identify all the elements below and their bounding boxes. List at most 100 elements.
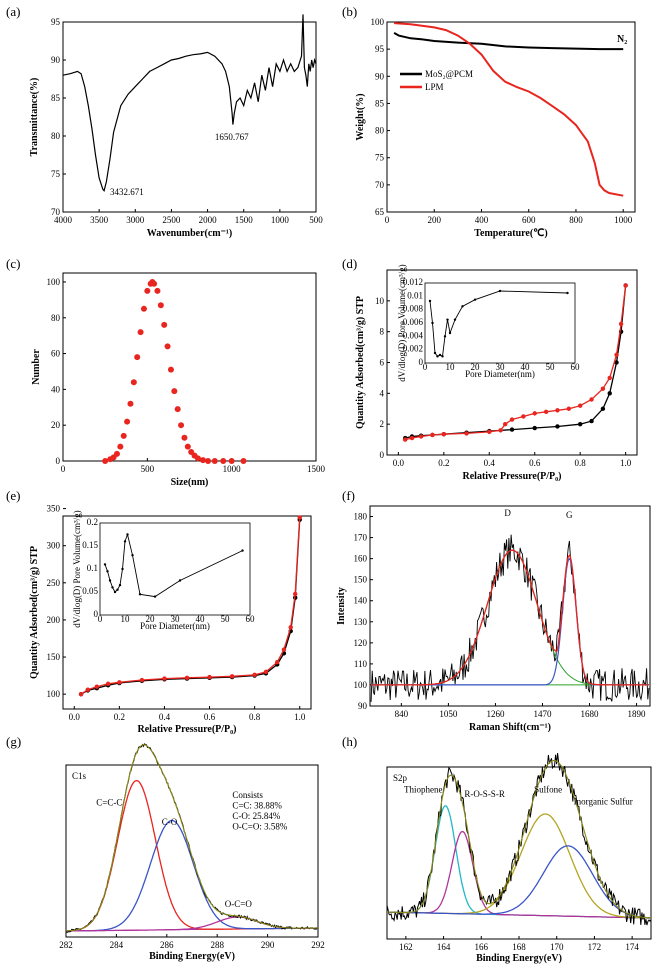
x-axis-label: Relative Pressure(P/P₀) [138, 724, 237, 735]
isotherm-point [600, 386, 606, 391]
x-tick-label: 3500 [90, 215, 109, 225]
x-tick-label: 400 [475, 215, 489, 225]
isotherm-point [555, 408, 560, 413]
y-tick-label: 0 [56, 456, 61, 466]
y-tick-label: 20 [51, 420, 61, 430]
x-tick-label: 1260 [486, 709, 505, 719]
isotherm-point [498, 428, 503, 433]
size-point [205, 458, 212, 464]
peak-label-c-o: C-O [162, 817, 178, 827]
isotherm-point [607, 391, 612, 396]
x-tick-label: 800 [569, 215, 583, 225]
y-tick-label: 250 [47, 578, 61, 588]
isotherm-point [623, 283, 628, 288]
y-tick-label: 90 [375, 71, 385, 81]
xps-peak-fit [66, 819, 318, 932]
isotherm-point [430, 432, 435, 438]
isotherm-point [297, 515, 302, 520]
inset-x-tick-label: 30 [171, 614, 181, 624]
x-tick-label: 1050 [439, 709, 458, 719]
x-tick-label: 164 [437, 942, 451, 952]
inset-point [108, 579, 112, 582]
size-point [137, 329, 144, 336]
inset-x-tick-label: 10 [446, 362, 456, 372]
x-tick-label: 500 [141, 464, 155, 474]
inset-y-tick-label: 0.05 [82, 586, 98, 596]
panel-e: 0.0 0.2 0.4 0.6 0.8 1.0100150200250300350Rela… [29, 504, 312, 735]
size-point [194, 455, 201, 462]
x-tick-label: 168 [512, 942, 526, 952]
size-point [134, 354, 141, 361]
inset-point [461, 305, 464, 308]
inset-x-tick-label: 50 [546, 362, 556, 372]
y-tick-label: 10 [375, 296, 385, 306]
x-tick-label: 0 [61, 464, 66, 474]
y-axis-label: Quantity Adsorbed(cm³/g) STP [355, 296, 366, 429]
inset-point [448, 331, 452, 335]
x-tick-label: 1.0 [620, 458, 632, 468]
isotherm-point [293, 591, 298, 597]
size-point [124, 418, 131, 425]
panel-g: 282 284 286 288 290 292 Binding Energy(eV) C1s C… [59, 743, 325, 962]
size-point [240, 458, 247, 464]
isotherm-point [502, 421, 508, 427]
panel-b: 0 200 400 600 800 1000 65 70 75 80 85 90 95 100 Temper… [355, 17, 636, 239]
inset-y-label: dV/dlog(D) Pore Volume(cm³/g) [72, 510, 82, 627]
inset-x-tick-label: 30 [496, 362, 506, 372]
inset-point [446, 318, 449, 321]
size-point [157, 302, 164, 309]
isotherm-point [229, 674, 235, 679]
y-tick-label: 70 [51, 207, 61, 217]
y-tick-label: 4 [380, 388, 385, 398]
isotherm-point [184, 675, 190, 681]
inset-point [138, 593, 142, 596]
y-tick-label: 70 [375, 180, 385, 190]
x-tick-label: 0.8 [249, 712, 261, 722]
x-tick-label: 290 [261, 940, 275, 950]
plot-frame [65, 764, 319, 938]
raman-d-band-fit [371, 549, 649, 686]
inset-point [111, 586, 114, 589]
peak-label-inorganic-sulfur: Inorganic Sulfur [574, 796, 633, 806]
isotherm-point [618, 321, 624, 327]
y-tick-label: 90 [51, 55, 61, 65]
y-tick-label: 85 [51, 93, 61, 103]
inset-point [103, 563, 107, 566]
panel-label: (c) [6, 256, 20, 271]
peak-label-sulfone: Sulfone [534, 784, 562, 794]
isotherm-point [532, 425, 537, 431]
size-point [199, 457, 206, 464]
isotherm-point [402, 437, 408, 442]
legend-label-mos2: MoS₂@PCM [425, 69, 473, 79]
y-tick-label: 300 [47, 541, 61, 551]
x-tick-label: 1680 [581, 709, 600, 719]
y-tick-label: 150 [354, 575, 368, 585]
inset-y-tick-label: 0.008 [403, 304, 424, 314]
inset-point [431, 321, 434, 325]
y-tick-label: 8 [380, 327, 385, 337]
inset-point [153, 595, 157, 598]
isotherm-point [162, 676, 167, 681]
inset-point [436, 355, 439, 358]
size-point [167, 366, 174, 373]
inset-y-tick-label: 0.2 [87, 517, 98, 527]
panel-label: (b) [342, 4, 357, 19]
plot-frame [386, 21, 636, 213]
inset-x-tick-label: 0 [423, 362, 428, 372]
x-tick-label: 1000 [614, 215, 633, 225]
x-axis-label: Temperature(℃) [474, 228, 547, 239]
size-point [164, 343, 171, 350]
panel-label: (d) [342, 256, 357, 271]
x-axis-label: Wavenumber(cm⁻¹) [147, 228, 232, 239]
isotherm-point [207, 674, 212, 680]
x-tick-label: 3000 [126, 215, 145, 225]
y-tick-label: 100 [47, 277, 61, 287]
y-tick-label: 100 [47, 689, 61, 699]
x-tick-label: 0.6 [529, 458, 541, 468]
xps-peak-fit [387, 805, 652, 919]
panel-label: (e) [6, 488, 20, 503]
x-tick-label: 2000 [199, 215, 218, 225]
isotherm-point [274, 660, 280, 665]
y-tick-label: 95 [51, 17, 61, 27]
inset-point [566, 291, 569, 295]
